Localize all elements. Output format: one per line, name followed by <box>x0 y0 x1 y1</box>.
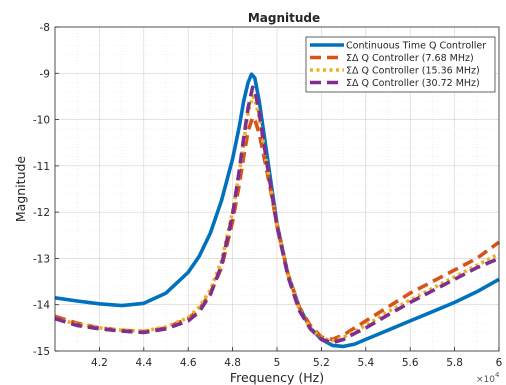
chart-title: Magnitude <box>248 11 320 25</box>
x-axis-exponent-base: ×10 <box>476 375 495 385</box>
legend-label-2: ΣΔ Q Controller (7.68 MHz) <box>346 53 474 64</box>
series-line-4 <box>54 85 500 345</box>
legend-label-1: Continuous Time Q Controller <box>346 41 486 52</box>
series-line-1 <box>54 72 500 349</box>
legend-label-4: ΣΔ Q Controller (30.72 MHz) <box>346 78 480 89</box>
y-tick-label: -10 <box>33 115 50 127</box>
x-tick-label: 4.8 <box>224 357 241 369</box>
x-tick-label: 5 <box>274 357 281 369</box>
y-tick-label: -12 <box>33 207 50 219</box>
legend-label-3: ΣΔ Q Controller (15.36 MHz) <box>346 66 480 77</box>
x-tick-label: 5.4 <box>357 357 374 369</box>
x-axis-exponent-power: 4 <box>495 371 500 379</box>
series-line-3 <box>54 94 500 343</box>
x-tick-label: 4.4 <box>135 357 152 369</box>
x-tick-label: 6 <box>496 357 503 369</box>
x-tick-label: 4.2 <box>91 357 108 369</box>
x-tick-label: 4.6 <box>180 357 197 369</box>
y-tick-label: -8 <box>40 22 50 34</box>
x-tick-label: 5.2 <box>313 357 330 369</box>
y-axis-title: Magnitude <box>13 156 28 223</box>
y-tick-label: -11 <box>33 161 50 173</box>
series-lines <box>54 72 501 349</box>
y-tick-label: -13 <box>33 253 50 265</box>
axis-ticks: 4.2 4.4 4.6 4.8 5 5.2 5.4 5.6 5.8 6 -8 -9 -10 -11 -12 -… <box>33 22 503 369</box>
x-axis-title: Frequency (Hz) <box>230 370 324 385</box>
y-tick-label: -14 <box>33 300 50 312</box>
x-tick-label: 5.6 <box>402 357 419 369</box>
y-tick-label: -9 <box>40 68 50 80</box>
y-tick-label: -15 <box>33 346 50 358</box>
x-axis-exponent: ×104 <box>476 371 500 385</box>
x-tick-label: 5.8 <box>446 357 463 369</box>
